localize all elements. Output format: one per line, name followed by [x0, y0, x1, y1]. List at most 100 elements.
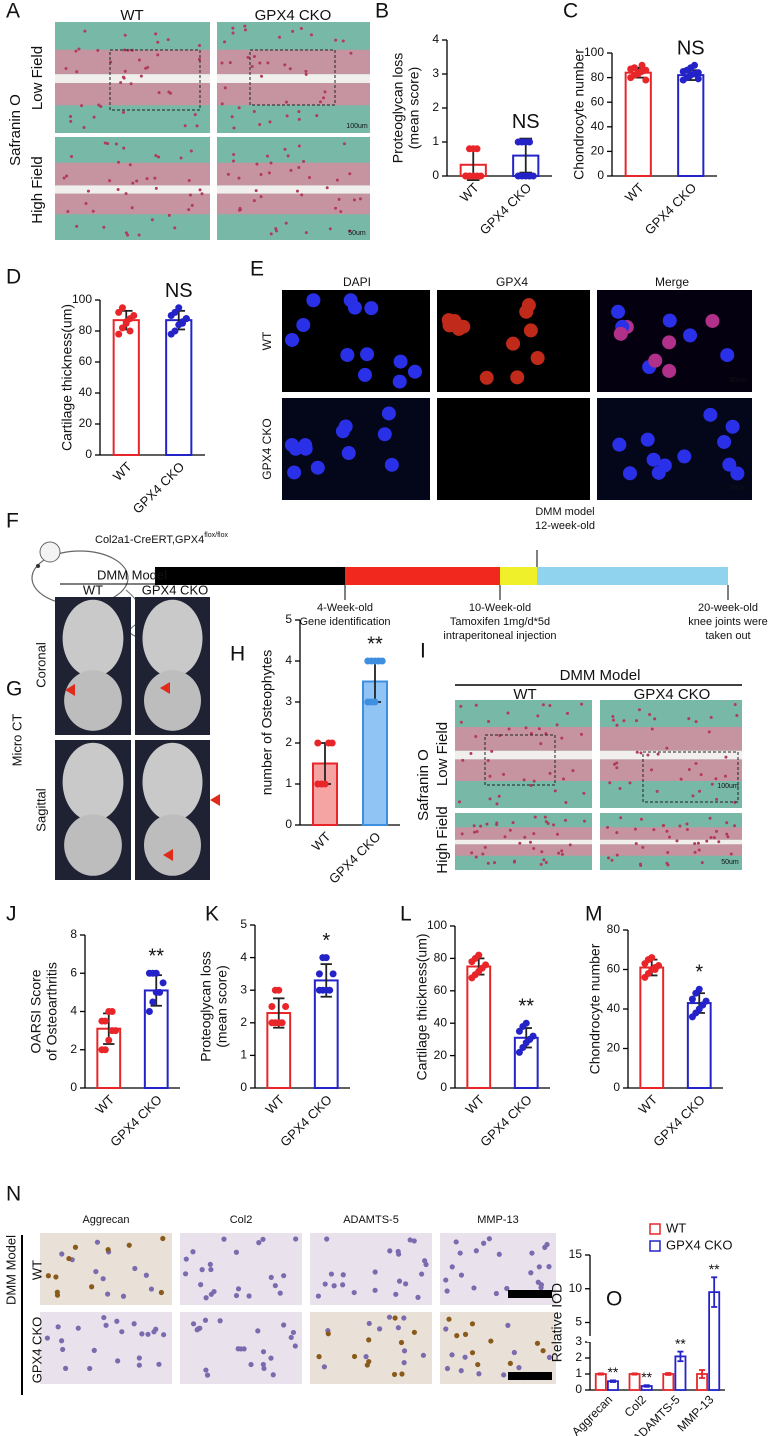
cell — [458, 1368, 464, 1374]
cell — [198, 188, 202, 192]
micrograph — [600, 813, 742, 870]
nucleus — [451, 321, 466, 336]
cartilage — [55, 83, 210, 106]
x-tick-label: GPX4 CKO — [107, 1092, 165, 1150]
cell — [291, 29, 295, 33]
cell — [725, 832, 729, 836]
cell — [70, 154, 74, 158]
cell — [560, 849, 564, 853]
data-point — [322, 954, 330, 962]
x-tick-label: WT — [462, 1092, 487, 1117]
cell — [179, 156, 183, 160]
y-tick-label: 2 — [432, 100, 439, 114]
nucleus — [343, 293, 358, 308]
cell — [198, 1282, 204, 1288]
cell — [398, 1339, 405, 1346]
data-point — [321, 780, 329, 788]
cell — [237, 106, 241, 110]
cell — [486, 861, 490, 865]
cell — [135, 179, 139, 183]
micrograph — [455, 813, 592, 870]
cell — [457, 1250, 463, 1256]
cell — [238, 206, 242, 210]
y-tick-label: 6 — [70, 965, 77, 979]
cell — [132, 1265, 138, 1272]
nucleus — [364, 301, 379, 316]
cell — [698, 789, 702, 793]
cell — [103, 1322, 109, 1328]
micrograph — [180, 1233, 302, 1305]
cartilage — [55, 49, 210, 75]
data-point — [159, 979, 167, 987]
cell — [497, 794, 501, 798]
cell — [80, 104, 84, 108]
cell — [615, 761, 619, 765]
cell — [190, 1321, 197, 1327]
data-point — [515, 1048, 523, 1056]
arrow — [160, 682, 170, 694]
cell — [55, 1324, 61, 1330]
cell — [462, 1354, 468, 1360]
cell — [221, 1236, 227, 1242]
cell — [495, 823, 499, 827]
cell — [725, 821, 729, 825]
cell — [474, 855, 478, 859]
panel-letter: N — [6, 1183, 21, 1206]
cell — [325, 186, 329, 190]
cell — [348, 229, 352, 233]
cell — [472, 830, 476, 834]
cell — [116, 187, 120, 191]
x-tick-label: GPX4 CKO — [130, 459, 188, 517]
micrograph — [437, 398, 590, 500]
cell — [386, 1314, 393, 1320]
cell — [508, 828, 512, 832]
data-point — [329, 970, 337, 978]
cell — [667, 835, 671, 839]
cell — [351, 1353, 358, 1360]
cell — [156, 53, 160, 57]
cell — [318, 100, 322, 104]
label: intraperitoneal injection — [443, 630, 556, 642]
legend-swatch — [649, 1240, 661, 1252]
cell — [331, 1283, 337, 1289]
cell — [139, 74, 143, 78]
cell — [655, 789, 659, 793]
cell — [277, 1290, 283, 1296]
cell — [608, 781, 612, 785]
panel-letter: A — [6, 0, 20, 23]
image-bg — [310, 1233, 432, 1305]
bone — [144, 814, 201, 876]
y-tick-label: 0 — [70, 1080, 77, 1094]
nucleus — [703, 407, 718, 422]
data-point — [152, 969, 160, 977]
micrograph — [55, 740, 131, 880]
nucleus — [646, 452, 661, 467]
cell — [507, 1360, 513, 1366]
label: 10-Week-old — [469, 602, 531, 614]
cell — [506, 711, 510, 715]
x-tick-label: GPX4 CKO — [650, 1092, 708, 1150]
cell — [449, 1264, 455, 1270]
y-tick-label: 5 — [285, 612, 292, 626]
cell — [106, 142, 110, 146]
y-tick-label: 1 — [285, 776, 292, 790]
cell — [653, 717, 657, 721]
cell — [283, 147, 287, 151]
label: 100um — [346, 123, 368, 130]
bone — [64, 670, 122, 731]
data-point — [122, 318, 130, 326]
x-tick-label: WT — [635, 1092, 660, 1117]
y-axis-label: number of Osteophytes — [259, 650, 275, 796]
cell — [203, 1295, 209, 1301]
cell — [481, 852, 485, 856]
joint-space — [55, 185, 210, 194]
cell — [685, 822, 689, 826]
x-tick-label: WT — [110, 459, 135, 484]
cell — [546, 1264, 552, 1270]
cartilage — [55, 162, 210, 186]
cell — [615, 831, 619, 835]
cell — [238, 1346, 244, 1352]
label: Low Field — [29, 46, 46, 110]
cell — [469, 1350, 476, 1356]
cell — [539, 742, 543, 746]
